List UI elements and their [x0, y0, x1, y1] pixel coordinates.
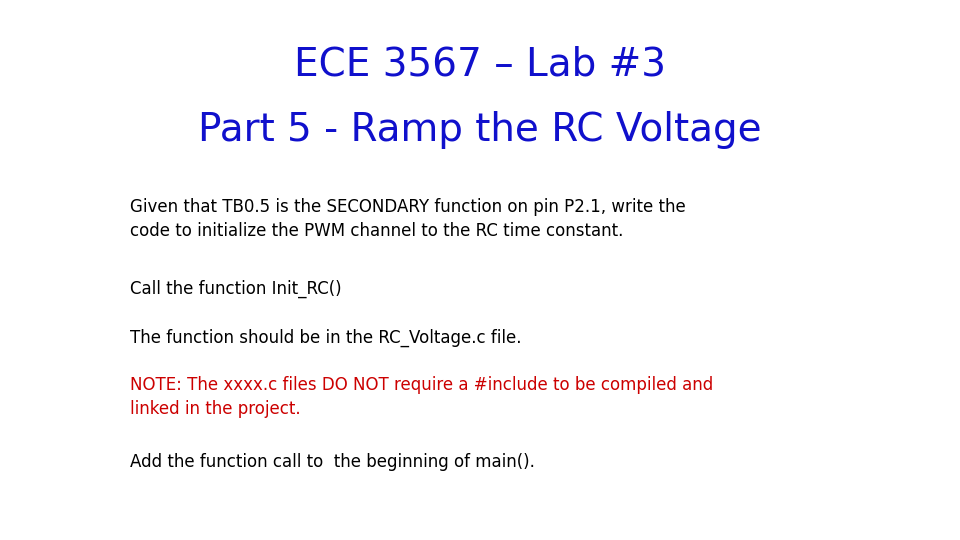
Text: Part 5 - Ramp the RC Voltage: Part 5 - Ramp the RC Voltage — [198, 111, 762, 148]
Text: ECE 3567 – Lab #3: ECE 3567 – Lab #3 — [294, 46, 666, 84]
Text: Add the function call to  the beginning of main().: Add the function call to the beginning o… — [130, 453, 535, 471]
Text: Given that TB0.5 is the SECONDARY function on pin P2.1, write the
code to initia: Given that TB0.5 is the SECONDARY functi… — [130, 198, 685, 240]
Text: NOTE: The xxxx.c files DO NOT require a #include to be compiled and
linked in th: NOTE: The xxxx.c files DO NOT require a … — [130, 376, 713, 418]
Text: The function should be in the RC_Voltage.c file.: The function should be in the RC_Voltage… — [130, 328, 521, 347]
Text: Call the function Init_RC(): Call the function Init_RC() — [130, 280, 341, 298]
